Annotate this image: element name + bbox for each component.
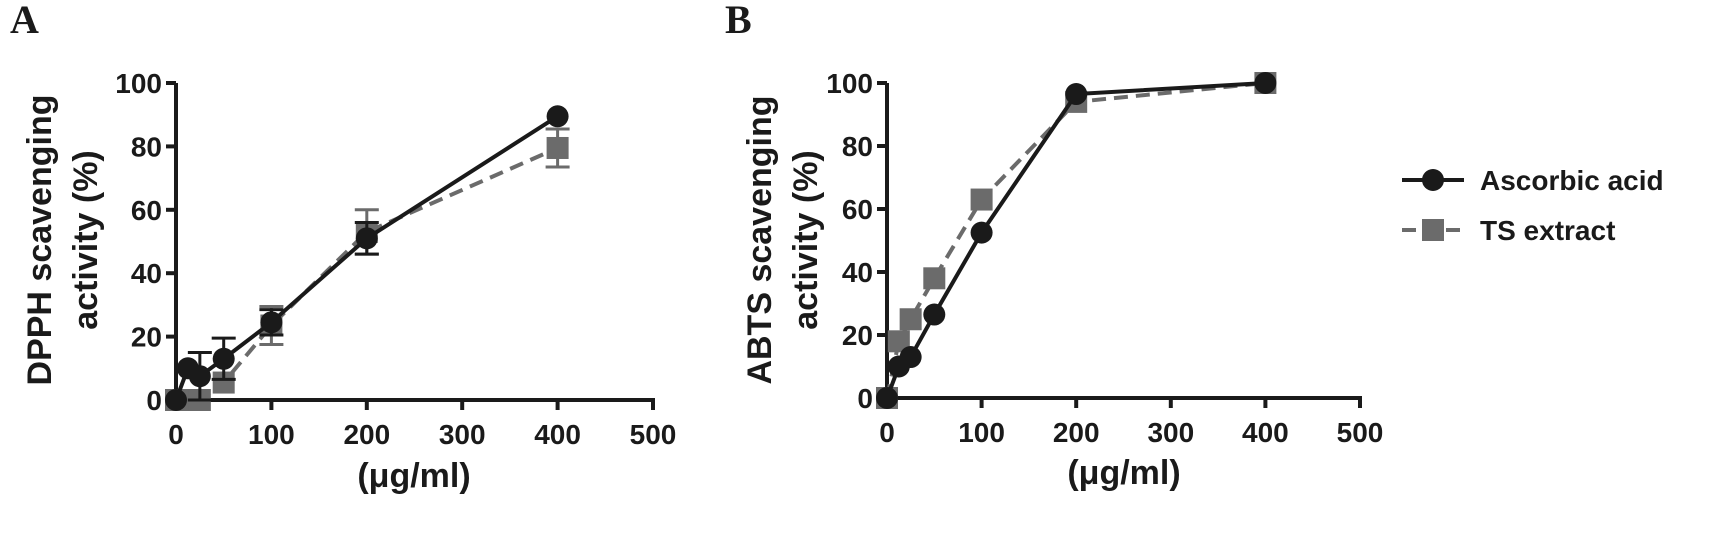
series-line — [885, 81, 1266, 399]
y-tick-label: 80 — [842, 131, 873, 162]
y-axis-label: activity (%) — [787, 150, 825, 330]
x-tick-label: 500 — [630, 419, 677, 450]
x-tick-label: 500 — [1337, 417, 1384, 448]
y-tick-label: 80 — [131, 131, 162, 162]
series-line — [885, 81, 1266, 399]
x-tick-label: 200 — [1053, 417, 1100, 448]
data-point — [260, 311, 283, 334]
y-axis-label: activity (%) — [67, 150, 105, 330]
y-tick-label: 20 — [131, 322, 162, 353]
x-axis-label: (μg/ml) — [357, 457, 470, 495]
x-tick-label: 0 — [168, 419, 184, 450]
x-tick-label: 100 — [958, 417, 1005, 448]
y-tick-label: 40 — [842, 257, 873, 288]
x-tick-label: 0 — [879, 417, 895, 448]
data-point — [355, 227, 378, 250]
y-axis-label: DPPH scavenging — [21, 95, 59, 386]
data-point — [899, 308, 922, 331]
data-point — [899, 346, 922, 369]
data-point — [546, 105, 569, 128]
legend-label: Ascorbic acid — [1480, 165, 1664, 196]
legend-marker — [1422, 219, 1444, 241]
y-tick-label: 60 — [842, 194, 873, 225]
legend-label: TS extract — [1480, 215, 1615, 246]
legend-marker — [1422, 169, 1444, 191]
x-tick-label: 400 — [534, 419, 581, 450]
data-point — [923, 303, 946, 326]
data-point — [970, 188, 993, 211]
x-tick-label: 400 — [1242, 417, 1289, 448]
x-tick-label: 300 — [439, 419, 486, 450]
data-point — [212, 371, 235, 394]
data-point — [887, 330, 910, 353]
data-point — [188, 365, 211, 388]
y-tick-label: 60 — [131, 195, 162, 226]
data-point — [923, 267, 946, 290]
panel-a-chart: A 0 100 200 300 400 500 0 20 40 60 80 100 (μg/ml) DPPH… — [10, 0, 676, 495]
y-tick-label: 20 — [842, 320, 873, 351]
legend: Ascorbic acid TS extract — [1402, 165, 1664, 246]
data-point — [970, 221, 993, 244]
panel-letter: A — [10, 0, 39, 42]
y-tick-label: 40 — [131, 258, 162, 289]
data-point — [546, 136, 569, 159]
y-tick-label: 100 — [826, 68, 873, 99]
data-point — [1065, 83, 1088, 106]
x-axis-label: (μg/ml) — [1067, 454, 1180, 492]
panel-b-chart: B 0 100 200 300 400 500 0 20 40 60 80 100 (μg/ml) ABTS… — [725, 0, 1383, 492]
x-tick-label: 300 — [1147, 417, 1194, 448]
data-point — [1254, 72, 1277, 94]
y-tick-label: 0 — [857, 383, 873, 414]
y-tick-label: 0 — [146, 385, 162, 416]
y-tick-label: 100 — [115, 68, 162, 99]
data-point — [165, 389, 187, 411]
y-axis-label: ABTS scavenging — [741, 95, 779, 384]
data-point — [212, 347, 235, 370]
panel-letter: B — [725, 0, 752, 42]
data-point — [876, 387, 898, 409]
x-tick-label: 100 — [248, 419, 295, 450]
x-tick-label: 200 — [343, 419, 390, 450]
